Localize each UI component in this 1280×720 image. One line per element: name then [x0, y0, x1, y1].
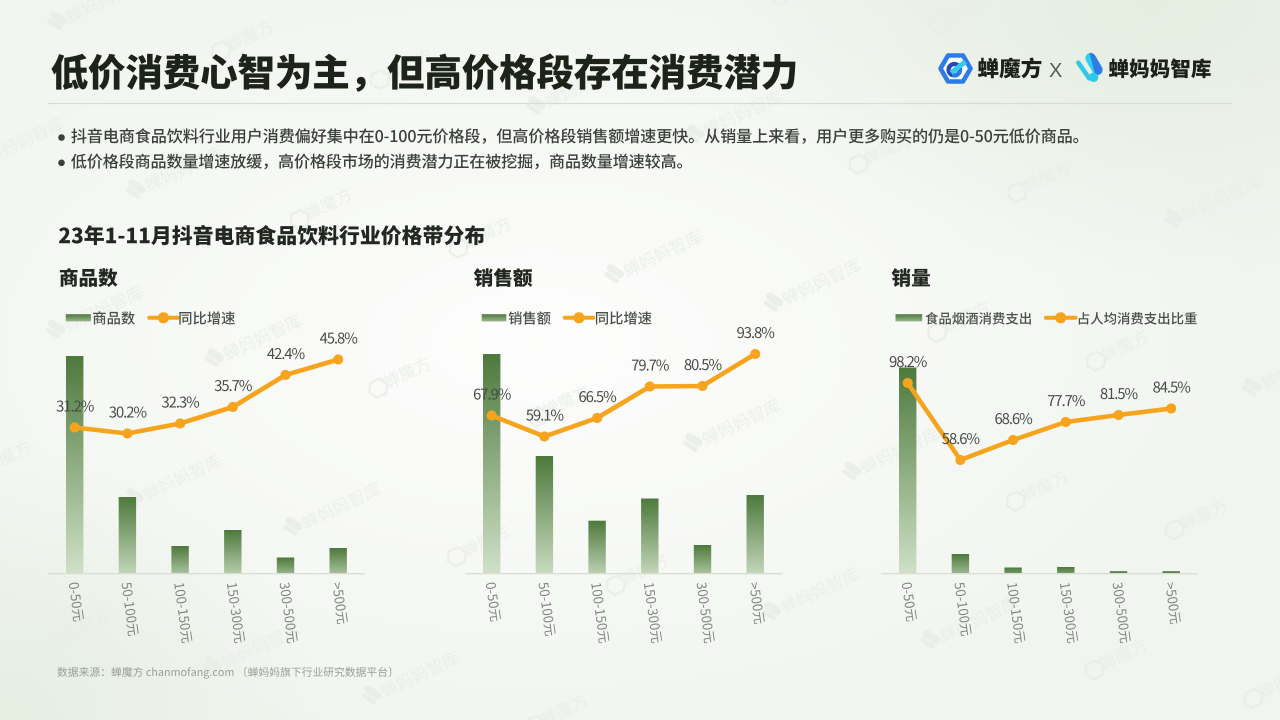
svg-text:X: X [1049, 60, 1062, 82]
